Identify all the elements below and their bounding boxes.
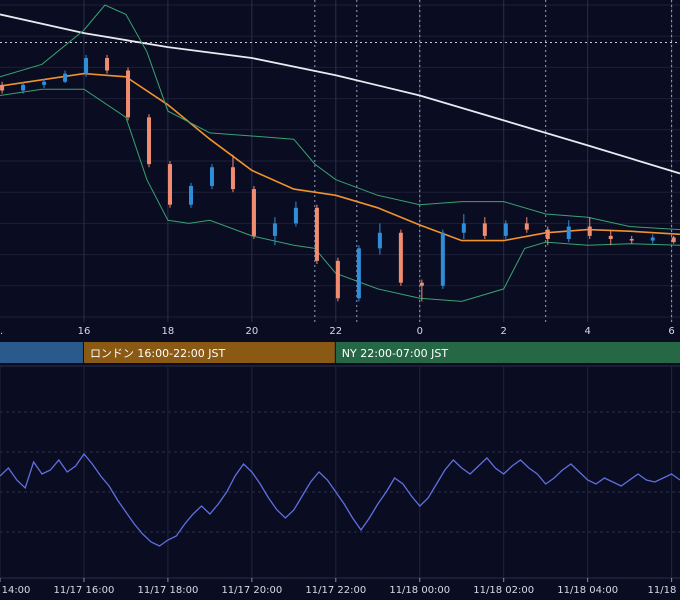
candle-body: [335, 260, 340, 299]
top-axis-tick-label: 16: [78, 326, 91, 337]
session-bands: ロンドン 16:00-22:00 JST NY 22:00-07:00 JST: [0, 342, 680, 363]
candle-body: [42, 81, 47, 85]
candle-body: [147, 117, 152, 165]
session-band: [83, 342, 335, 363]
top-axis-tick-label: 6: [668, 326, 674, 337]
candle-body: [461, 223, 466, 233]
candle-body: [608, 235, 613, 239]
candle-body: [188, 185, 193, 205]
price-axis-bg: [0, 322, 680, 340]
session-band: [0, 342, 83, 363]
bottom-axis-tick-label: 11/18 04:00: [557, 585, 618, 596]
price-panel-grid: [0, 0, 680, 322]
candle-body: [356, 248, 361, 299]
moving-average-long-line: [0, 13, 680, 175]
candle-body: [84, 58, 89, 74]
candle-body: [209, 167, 214, 186]
candle-body: [63, 73, 68, 82]
session-band-label: ロンドン 16:00-22:00 JST: [90, 347, 226, 360]
bottom-axis-tick-label: 11/17 14:00: [0, 585, 30, 596]
top-axis-tick-label: 4: [584, 326, 590, 337]
top-axis-tick-label: 20: [245, 326, 258, 337]
bottom-time-axis: 11/17 14:00 11/17 16:00 11/17 18:00 11/17 2…: [0, 578, 680, 596]
session-band-label: NY 22:00-07:00 JST: [342, 347, 449, 360]
session-band: [335, 342, 680, 363]
candle-body: [0, 84, 5, 91]
bottom-axis-tick-label: 11/18 02:00: [473, 585, 534, 596]
candle-body: [230, 167, 235, 190]
bottom-axis-tick-label: 11/17 16:00: [54, 585, 115, 596]
oscillator-line: [0, 452, 680, 547]
candle-body: [482, 223, 487, 236]
candle-body: [629, 239, 634, 241]
top-axis-tick-label: 22: [329, 326, 342, 337]
price-time-axis: 16 18 20 22 0 2 4 6.: [0, 322, 680, 340]
candle-body: [671, 237, 676, 243]
candle-body: [587, 226, 592, 236]
top-axis-tick-label: 2: [501, 326, 507, 337]
candle-body: [419, 282, 424, 286]
candle-body: [524, 223, 529, 230]
candle-body: [105, 58, 110, 71]
candle-body: [377, 232, 382, 249]
band-lower-line: [0, 88, 680, 302]
candle-body: [440, 232, 445, 286]
oscillator-panel-grid: [0, 365, 680, 579]
candle-body: [650, 237, 655, 241]
bottom-axis-tick-label: 11/18 00:00: [389, 585, 450, 596]
candle-body: [251, 189, 256, 236]
bottom-axis-tick-label: 11/17 22:00: [305, 585, 366, 596]
bottom-axis-tick-label: 11/17 20:00: [221, 585, 282, 596]
moving-average-mid-line: [0, 72, 680, 242]
price-overlays: [0, 4, 680, 302]
candle-body: [545, 229, 550, 239]
bottom-axis-tick-label: 11/18 06:: [648, 585, 680, 596]
candle-body: [126, 70, 131, 118]
band-upper-line: [0, 4, 680, 231]
top-axis-tick-label: 0: [417, 326, 423, 337]
candle-body: [293, 207, 298, 224]
oscillator-path: [0, 452, 680, 547]
candle-body: [566, 226, 571, 239]
top-axis-edge-mark: .: [0, 326, 3, 337]
candle-body: [314, 207, 319, 261]
bottom-axis-tick-label: 11/17 18:00: [137, 585, 198, 596]
candle-body: [272, 223, 277, 236]
candle-body: [21, 84, 26, 91]
top-axis-tick-label: 18: [162, 326, 175, 337]
price-candles: [0, 54, 676, 302]
candle-body: [503, 223, 508, 236]
candle-body: [398, 232, 403, 283]
session-marker-lines: [314, 0, 673, 322]
candle-body: [168, 164, 172, 205]
